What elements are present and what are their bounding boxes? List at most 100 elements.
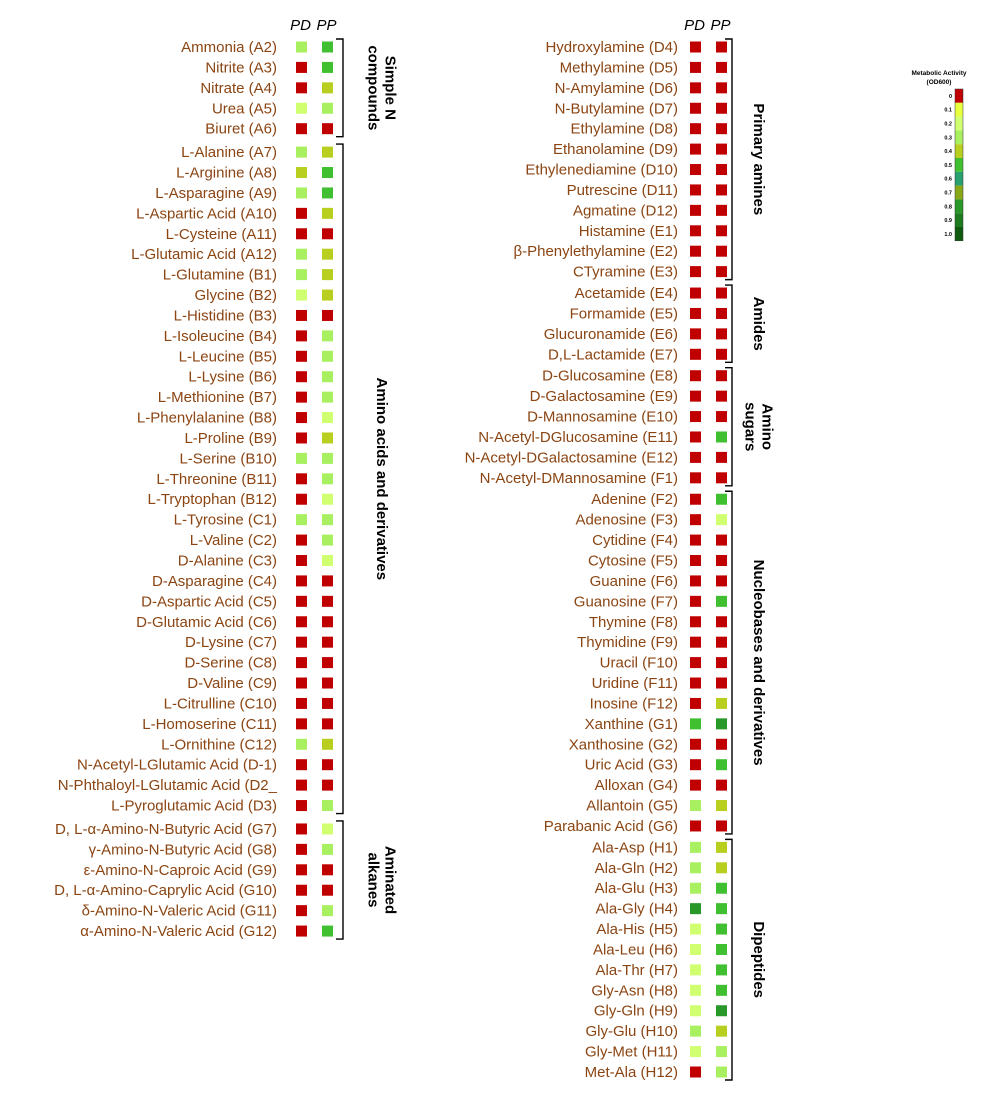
row-label: N-Acetyl-DGalactosamine (E12) — [465, 449, 678, 466]
group-label: Simple N — [382, 56, 399, 120]
row-label: L-Tryptophan (B12) — [147, 491, 277, 508]
heat-cell-pp — [716, 164, 727, 176]
heat-cell-pp — [322, 534, 333, 546]
row-label: L-Pyroglutamic Acid (D3) — [111, 798, 277, 815]
heat-cell-pp — [322, 800, 333, 812]
column-header-pp: PP — [316, 17, 336, 34]
heat-cell-pp — [716, 595, 727, 607]
row-label: L-Aspartic Acid (A10) — [136, 205, 277, 222]
heat-cell-pp — [716, 82, 727, 94]
heat-cell-pd — [690, 779, 701, 791]
row-label: L-Cysteine (A11) — [166, 226, 277, 243]
heat-cell-pd — [690, 41, 701, 53]
heat-cell-pd — [690, 841, 701, 853]
row-label: Uracil (F10) — [600, 655, 678, 672]
heat-cell-pd — [690, 800, 701, 812]
heat-cell-pd — [296, 823, 307, 835]
row-label: Ethanolamine (D9) — [553, 141, 678, 158]
row-label: D-Glutamic Acid (C6) — [136, 614, 277, 631]
row-label: L-Threonine (B11) — [156, 471, 277, 488]
heat-cell-pd — [296, 350, 307, 362]
heat-cell-pp — [716, 204, 727, 216]
row-label: Inosine (F12) — [590, 695, 678, 712]
row-label: Acetamide (E4) — [575, 285, 678, 302]
row-label: Ala-Asp (H1) — [592, 839, 678, 856]
heat-cell-pp — [716, 431, 727, 443]
legend-swatch — [955, 185, 963, 200]
row-label: Gly-Asn (H8) — [591, 982, 678, 999]
heat-cell-pd — [296, 371, 307, 383]
heat-cell-pp — [716, 143, 727, 155]
heat-cell-pd — [690, 225, 701, 237]
row-group: Ala-Asp (H1) Ala-Gln (H2) Ala-Glu (H3) Ala-… — [585, 838, 767, 1081]
row-label: Parabanic Acid (G6) — [544, 818, 678, 835]
row-group: Adenine (F2) Adenosine (F3) Cytidine (F4) C… — [544, 490, 767, 835]
heat-cell-pp — [716, 287, 727, 299]
heat-cell-pp — [322, 759, 333, 771]
legend-swatch — [955, 227, 963, 241]
heat-cell-pd — [690, 411, 701, 423]
row-label: Ala-Gln (H2) — [595, 860, 678, 877]
heat-cell-pd — [690, 697, 701, 709]
heat-cell-pp — [322, 697, 333, 709]
heat-cell-pd — [690, 903, 701, 915]
row-label: L-Glutamine (B1) — [163, 267, 277, 284]
heat-cell-pp — [322, 905, 333, 917]
heat-cell-pd — [296, 167, 307, 179]
row-label: δ-Amino-N-Valeric Acid (G11) — [82, 903, 277, 920]
heat-cell-pd — [690, 1046, 701, 1058]
heat-cell-pp — [716, 1066, 727, 1078]
heat-cell-pp — [716, 882, 727, 894]
row-label: Xanthine (G1) — [585, 716, 678, 733]
heat-cell-pd — [296, 905, 307, 917]
legend-swatch — [955, 102, 963, 117]
row-label: L-Tyrosine (C1) — [174, 512, 277, 529]
heat-cell-pd — [690, 862, 701, 874]
heat-cell-pd — [690, 287, 701, 299]
row-label: D-Aspartic Acid (C5) — [141, 593, 277, 610]
heat-cell-pd — [296, 657, 307, 669]
row-label: L-Asparagine (A9) — [155, 185, 277, 202]
heat-cell-pp — [716, 738, 727, 750]
row-label: Glucuronamide (E6) — [544, 326, 678, 343]
column-header-pd: PD — [290, 17, 311, 34]
heat-cell-pp — [322, 61, 333, 73]
heat-cell-pp — [322, 187, 333, 199]
heat-cell-pp — [716, 575, 727, 587]
heat-cell-pd — [296, 228, 307, 240]
row-label: N-Amylamine (D6) — [555, 80, 678, 97]
heat-cell-pp — [322, 864, 333, 876]
heat-cell-pd — [296, 843, 307, 855]
group-label: sugars — [742, 402, 759, 451]
row-label: L-Alanine (A7) — [181, 144, 277, 161]
heat-cell-pd — [296, 432, 307, 444]
group-bracket — [725, 284, 733, 363]
heat-cell-pp — [322, 575, 333, 587]
heat-cell-pd — [690, 328, 701, 340]
heat-cell-pp — [322, 718, 333, 730]
row-label: Guanosine (F7) — [574, 593, 678, 610]
color-legend: Metabolic Activity (OD600) 0 0.1 0.2 0.3 0.4 0.… — [911, 70, 967, 242]
row-label: D-Mannosamine (E10) — [527, 409, 678, 426]
legend-frame — [954, 88, 964, 242]
heat-cell-pd — [296, 82, 307, 94]
heat-cell-pp — [716, 1005, 727, 1017]
heat-cell-pd — [296, 514, 307, 526]
row-label: N-Butylamine (D7) — [555, 100, 678, 117]
legend-tick: 0.2 — [944, 122, 952, 128]
legend-swatch — [955, 199, 963, 214]
heat-cell-pp — [716, 616, 727, 628]
legend-swatch — [955, 158, 963, 172]
heat-cell-pd — [296, 493, 307, 505]
heat-cell-pp — [716, 411, 727, 423]
row-label: L-Arginine (A8) — [176, 165, 277, 182]
heat-cell-pp — [322, 616, 333, 628]
group-bracket — [725, 367, 733, 487]
heat-cell-pd — [296, 309, 307, 321]
heat-cell-pp — [322, 473, 333, 485]
row-label: D,L-Lactamide (E7) — [548, 346, 678, 363]
row-label: Uric Acid (G3) — [585, 757, 678, 774]
heat-cell-pd — [690, 575, 701, 587]
heat-cell-pp — [322, 823, 333, 835]
legend-swatch — [955, 116, 963, 131]
